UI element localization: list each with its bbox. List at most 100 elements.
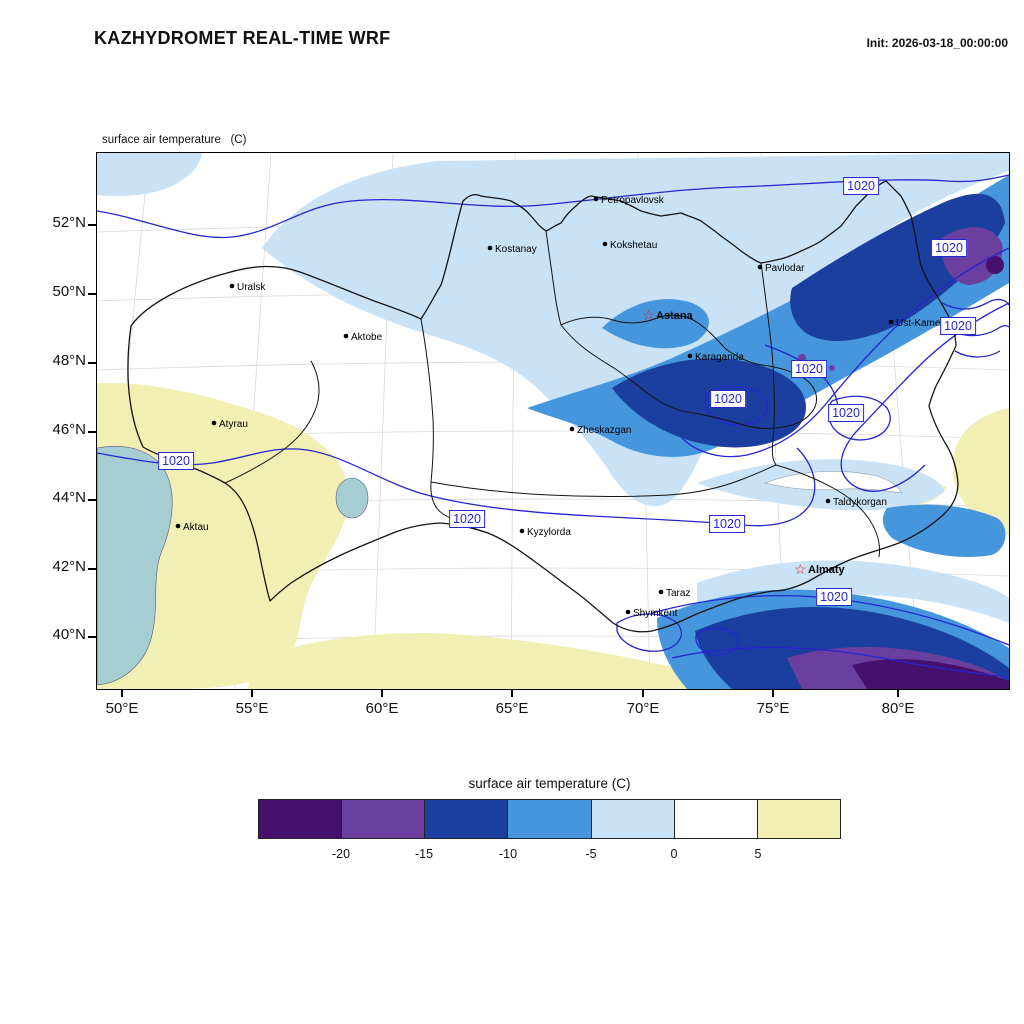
- pressure-label: 1020: [791, 360, 827, 378]
- lat-label: 44°N: [52, 489, 86, 506]
- colorbar-legend: surface air temperature (C) -20 -15 -10 …: [258, 776, 841, 867]
- axis-tick: [88, 293, 96, 295]
- map-svg: Petropavlovsk Kostanay Kokshetau Pavloda…: [97, 153, 1009, 689]
- lon-label: 70°E: [626, 700, 660, 717]
- legend-swatch: [591, 800, 675, 838]
- city-marker: Petropavlovsk: [593, 195, 665, 206]
- axis-tick: [642, 689, 644, 697]
- city-marker: Taldykorgan: [825, 497, 887, 508]
- legend-swatch: [425, 800, 509, 838]
- city-marker: Taraz: [658, 588, 690, 599]
- kazakhstan-outline: [127, 180, 959, 633]
- lat-label: 52°N: [52, 214, 86, 231]
- city-label: Taldykorgan: [833, 497, 887, 508]
- legend-title: surface air temperature (C): [468, 776, 631, 791]
- legend-tick-label: -15: [414, 847, 434, 861]
- city-label: Aktobe: [351, 332, 383, 343]
- city-label: Astana: [656, 310, 694, 322]
- city-marker: Aktobe: [343, 332, 383, 343]
- legend-swatch: [757, 800, 840, 838]
- city-label: Aktau: [183, 522, 209, 533]
- pressure-label: 1020: [816, 588, 852, 606]
- axis-tick: [88, 431, 96, 433]
- border-layer: [127, 180, 959, 633]
- capital-marker: ☆ Astana: [642, 307, 694, 323]
- oblast-border: [430, 464, 777, 497]
- legend-tick-label: -10: [498, 847, 518, 861]
- city-label: Kostanay: [495, 244, 537, 255]
- city-marker: Kostanay: [487, 244, 537, 255]
- pressure-label: 1020: [931, 239, 967, 257]
- lon-label: 60°E: [365, 700, 399, 717]
- pressure-label: 1020: [710, 390, 746, 408]
- city-marker: Pavlodar: [757, 263, 805, 274]
- pressure-label: 1020: [709, 515, 745, 533]
- oblast-border: [545, 230, 562, 326]
- lon-label: 80°E: [881, 700, 915, 717]
- city-label: Kyzylorda: [527, 527, 571, 538]
- city-marker: Aktau: [175, 522, 209, 533]
- legend-bar: [258, 799, 841, 839]
- legend-swatch: [674, 800, 758, 838]
- lon-label: 50°E: [105, 700, 139, 717]
- city-label: Shymkent: [633, 608, 678, 619]
- legend-swatch: [259, 800, 343, 838]
- caspian-sea: [97, 446, 173, 686]
- city-marker: Ust-Kamen: [888, 318, 946, 329]
- city-marker: Uralsk: [229, 282, 266, 293]
- city-marker: Shymkent: [625, 608, 678, 619]
- city-label: Karaganda: [695, 352, 744, 363]
- axis-tick: [772, 689, 774, 697]
- water-bodies: [97, 446, 903, 686]
- map-frame: Petropavlovsk Kostanay Kokshetau Pavloda…: [96, 152, 1010, 690]
- lat-label: 40°N: [52, 626, 86, 643]
- city-label: Pavlodar: [765, 263, 805, 274]
- lat-label: 42°N: [52, 558, 86, 575]
- lon-label: 65°E: [495, 700, 529, 717]
- pressure-label: 1020: [843, 177, 879, 195]
- axis-tick: [897, 689, 899, 697]
- axis-tick: [88, 636, 96, 638]
- lat-label: 48°N: [52, 352, 86, 369]
- map: 52°N 50°N 48°N 46°N 44°N 42°N 40°N 50°E …: [52, 152, 1010, 717]
- city-marker: Kokshetau: [602, 240, 657, 251]
- legend-swatch: [342, 800, 426, 838]
- page-title: KAZHYDROMET REAL-TIME WRF: [94, 28, 391, 48]
- legend-tick-label: 5: [754, 847, 762, 861]
- pressure-label: 1020: [158, 452, 194, 470]
- axis-tick: [251, 689, 253, 697]
- axis-tick: [88, 362, 96, 364]
- lake-balkhash: [763, 470, 903, 494]
- axis-tick: [88, 568, 96, 570]
- city-marker: Zheskazgan: [569, 425, 631, 436]
- init-timestamp: Init: 2026-03-18_00:00:00: [866, 36, 1008, 50]
- legend-ticks: -20 -15 -10 -5 0 5: [258, 847, 841, 867]
- city-marker: Atyrau: [211, 419, 248, 430]
- city-label: Petropavlovsk: [601, 195, 665, 206]
- axis-tick: [88, 224, 96, 226]
- city-marker: Kyzylorda: [519, 527, 571, 538]
- capital-marker: ☆ Almaty: [794, 561, 846, 577]
- oblast-border: [560, 314, 818, 429]
- star-icon: ☆: [642, 307, 655, 323]
- city-label: Ust-Kamen: [896, 318, 946, 329]
- axis-tick: [381, 689, 383, 697]
- city-label: Kokshetau: [610, 240, 657, 251]
- star-icon: ☆: [794, 561, 807, 577]
- lon-label: 55°E: [235, 700, 269, 717]
- pressure-label: 1020: [940, 317, 976, 335]
- pressure-label: 1020: [449, 510, 485, 528]
- city-label: Uralsk: [237, 282, 266, 293]
- oblast-border: [760, 262, 777, 466]
- axis-tick: [511, 689, 513, 697]
- legend-swatch: [508, 800, 592, 838]
- oblast-border: [775, 464, 880, 558]
- lon-label: 75°E: [756, 700, 790, 717]
- city-layer: Petropavlovsk Kostanay Kokshetau Pavloda…: [175, 195, 946, 619]
- city-label: Almaty: [808, 564, 846, 576]
- axis-tick: [121, 689, 123, 697]
- axis-tick: [88, 499, 96, 501]
- legend-tick-label: -5: [585, 847, 597, 861]
- subtitle-temperature: surface air temperature (C): [102, 134, 247, 147]
